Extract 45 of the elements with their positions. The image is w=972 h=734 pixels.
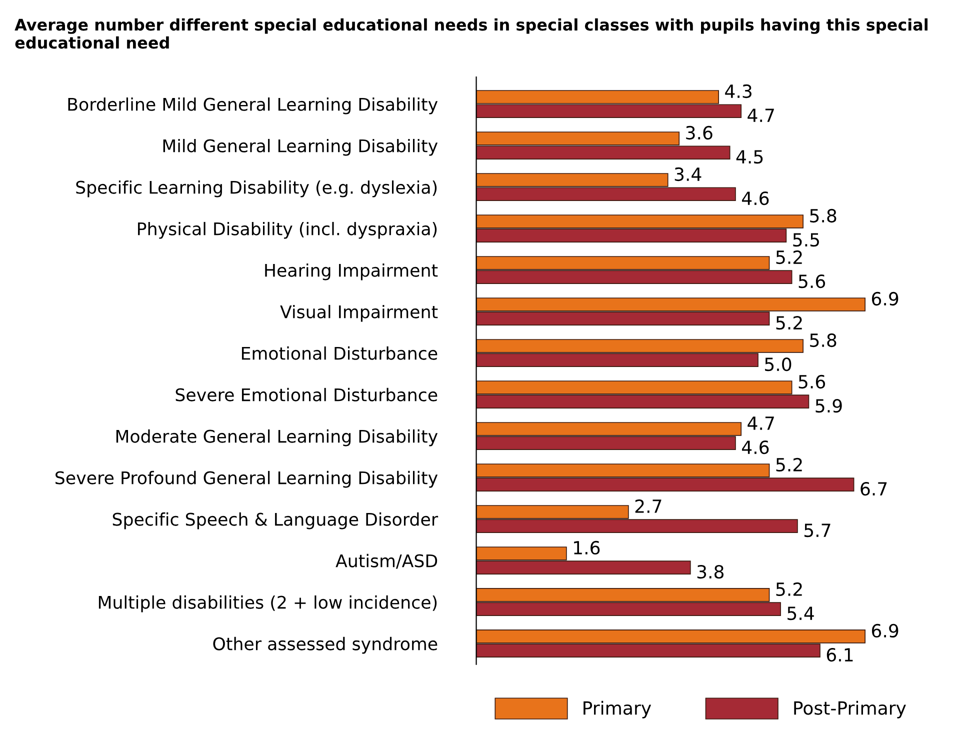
y-tick-label: Severe Profound General Learning Disability xyxy=(56,470,438,488)
data-label: 6.1 xyxy=(826,648,853,662)
data-label: 2.7 xyxy=(635,499,662,513)
data-label: 5.2 xyxy=(776,458,802,472)
y-tick-label: Borderline Mild General Learning Disability xyxy=(68,97,438,114)
y-tick-label: Multiple disabilities (2 + low incidence) xyxy=(98,595,437,612)
data-label: 4.6 xyxy=(742,440,769,454)
data-label: 5.6 xyxy=(798,274,826,288)
data-label: 5.5 xyxy=(793,233,819,247)
y-tick-label: Severe Emotional Disturbance xyxy=(176,388,438,402)
data-label: 4.6 xyxy=(742,191,769,206)
data-label: 3.4 xyxy=(674,167,702,182)
data-label: 1.6 xyxy=(574,540,600,555)
data-label: 3.6 xyxy=(686,126,712,140)
legend-label: Primary xyxy=(584,700,652,718)
y-tick-label: Specific Learning Disability (e.g. dyslexia) xyxy=(76,180,437,198)
legend-label: Post-Primary xyxy=(794,700,906,718)
data-label: 5.0 xyxy=(765,357,792,372)
y-tick-label: Physical Disability (incl. dyspraxia) xyxy=(138,222,437,239)
y-tick-label: Autism/ASD xyxy=(336,554,438,569)
data-label: 5.8 xyxy=(810,333,836,348)
y-tick-label: Moderate General Learning Disability xyxy=(116,429,438,446)
data-label: 5.4 xyxy=(788,606,814,620)
chart-title: Average number different special educational needs in special classes with pupils having this special educational need xyxy=(14,18,928,49)
y-tick-label: Mild General Learning Disability xyxy=(163,138,438,156)
data-label: 5.6 xyxy=(798,374,826,389)
y-tick-label: Visual Impairment xyxy=(280,304,438,322)
data-label: 6.9 xyxy=(872,292,898,306)
data-label: 6.7 xyxy=(860,482,887,496)
data-label: 5.8 xyxy=(810,208,836,223)
y-tick-label: Hearing Impairment xyxy=(265,263,438,280)
data-label: 5.7 xyxy=(804,524,830,538)
data-label: 5.2 xyxy=(776,250,802,264)
y-tick-label: Other assessed syndrome xyxy=(213,636,438,654)
data-label: 5.2 xyxy=(776,582,802,596)
data-label: 4.3 xyxy=(725,84,752,98)
y-tick-label: Specific Speech & Language Disorder xyxy=(112,512,438,530)
data-label: 3.8 xyxy=(697,564,724,579)
data-label: 5.9 xyxy=(816,398,842,413)
data-label: 6.9 xyxy=(872,624,898,638)
data-label: 5.2 xyxy=(776,316,802,330)
data-label: 4.5 xyxy=(736,150,763,164)
data-label: 4.7 xyxy=(748,108,774,122)
y-tick-label: Emotional Disturbance xyxy=(242,346,438,360)
data-label: 4.7 xyxy=(748,416,774,430)
